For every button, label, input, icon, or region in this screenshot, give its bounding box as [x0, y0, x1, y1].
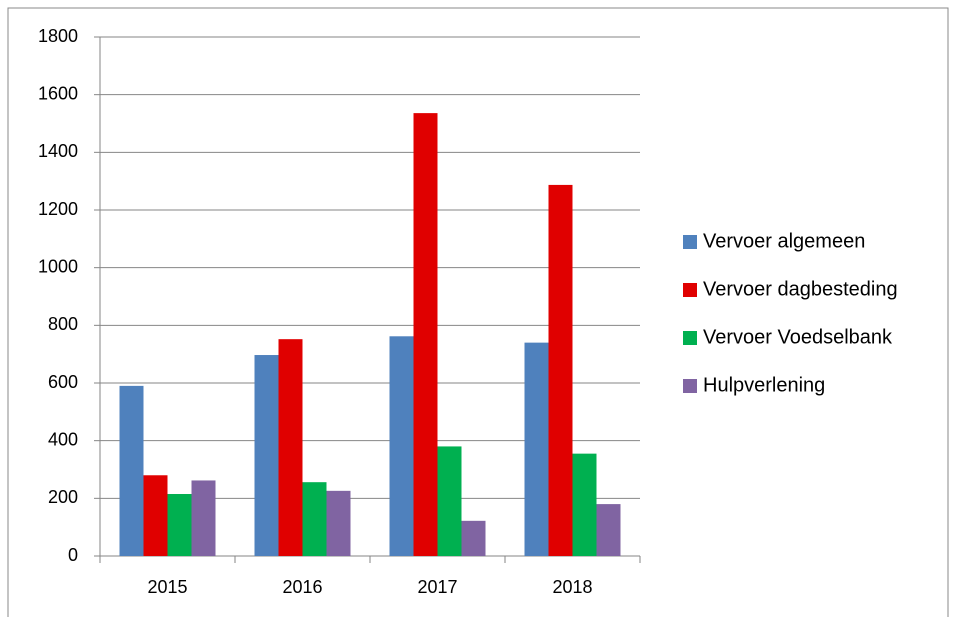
bar: [143, 475, 168, 556]
y-tick-label: 200: [48, 487, 78, 507]
bar: [326, 490, 351, 556]
bar: [119, 385, 144, 556]
bar: [437, 446, 462, 556]
legend-label: Hulpverlening: [703, 374, 825, 396]
y-tick-label: 1000: [38, 256, 78, 276]
y-tick-label: 800: [48, 314, 78, 334]
bar: [302, 482, 327, 556]
legend-swatch: [683, 379, 697, 393]
bar: [548, 184, 573, 557]
x-tick-label: 2016: [282, 577, 322, 597]
x-tick-label: 2017: [417, 577, 457, 597]
bar: [278, 339, 303, 556]
bar: [572, 453, 597, 556]
x-tick-label: 2015: [147, 577, 187, 597]
bar: [191, 480, 216, 556]
bar: [413, 113, 438, 557]
y-tick-label: 1800: [38, 26, 78, 46]
bar: [167, 494, 192, 556]
bar: [461, 520, 486, 556]
y-tick-label: 1200: [38, 199, 78, 219]
bar: [389, 336, 414, 556]
y-tick-label: 1600: [38, 83, 78, 103]
bar: [254, 355, 279, 556]
legend-swatch: [683, 331, 697, 345]
chart-border: [7, 7, 949, 617]
y-tick-label: 400: [48, 429, 78, 449]
legend-swatch: [683, 235, 697, 249]
y-tick-label: 600: [48, 372, 78, 392]
legend-label: Vervoer Voedselbank: [703, 326, 893, 348]
y-tick-label: 0: [68, 545, 78, 565]
legend-swatch: [683, 283, 697, 297]
legend-label: Vervoer dagbesteding: [703, 278, 898, 300]
legend-label: Vervoer algemeen: [703, 230, 865, 252]
y-tick-label: 1400: [38, 141, 78, 161]
bar: [524, 342, 549, 556]
bar: [596, 504, 621, 556]
x-tick-label: 2018: [552, 577, 592, 597]
